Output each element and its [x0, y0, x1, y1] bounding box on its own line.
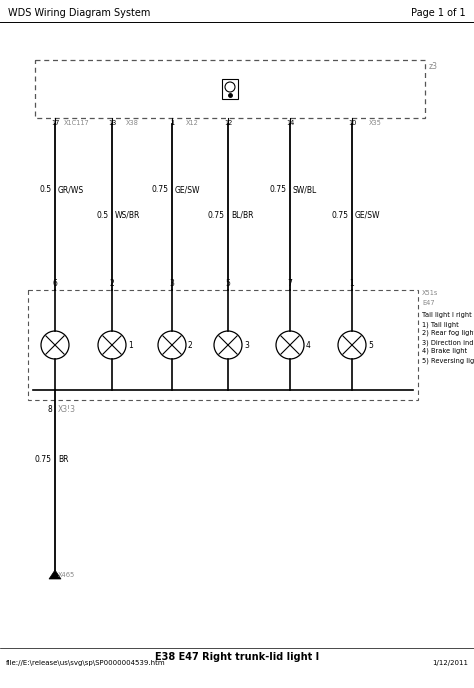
Text: 0.5: 0.5 — [40, 186, 52, 195]
Text: 13: 13 — [108, 120, 116, 126]
Text: 0.75: 0.75 — [332, 211, 349, 219]
Text: 6: 6 — [53, 279, 57, 288]
Text: 3) Direction indicator: 3) Direction indicator — [422, 339, 474, 345]
Text: 5: 5 — [226, 279, 230, 288]
Bar — [35, 60, 425, 118]
Text: 1: 1 — [170, 120, 174, 126]
Text: E38 E47 Right trunk-lid light I: E38 E47 Right trunk-lid light I — [155, 652, 319, 662]
Text: z3: z3 — [429, 62, 438, 71]
Text: Tail light l right: Tail light l right — [422, 312, 472, 318]
Text: 1: 1 — [350, 279, 355, 288]
Text: 14: 14 — [286, 120, 294, 126]
Text: X35: X35 — [369, 120, 382, 126]
Text: 12: 12 — [224, 120, 232, 126]
Text: X3!3: X3!3 — [58, 405, 76, 414]
Text: BR: BR — [58, 455, 69, 464]
Text: 2: 2 — [188, 341, 193, 350]
Text: 1/12/2011: 1/12/2011 — [432, 660, 468, 666]
Text: WDS Wiring Diagram System: WDS Wiring Diagram System — [8, 8, 150, 18]
Text: 5: 5 — [368, 341, 373, 350]
Text: GE/SW: GE/SW — [355, 211, 381, 219]
Bar — [28, 290, 418, 400]
Text: 3: 3 — [170, 279, 174, 288]
Text: file://E:\release\us\svg\sp\SP0000004539.htm: file://E:\release\us\svg\sp\SP0000004539… — [6, 660, 165, 666]
Text: 1: 1 — [128, 341, 133, 350]
Text: 5) Reversing light: 5) Reversing light — [422, 357, 474, 363]
Text: GE/SW: GE/SW — [175, 186, 201, 195]
Text: Page 1 of 1: Page 1 of 1 — [411, 8, 466, 18]
Text: SW/BL: SW/BL — [293, 186, 317, 195]
Text: 0.5: 0.5 — [97, 211, 109, 219]
Text: 0.75: 0.75 — [208, 211, 225, 219]
Text: X1C117: X1C117 — [64, 120, 90, 126]
Text: 2) Rear fog light: 2) Rear fog light — [422, 330, 474, 336]
Text: 2: 2 — [109, 279, 114, 288]
Text: 1) Tail light: 1) Tail light — [422, 321, 459, 327]
Text: BL/BR: BL/BR — [231, 211, 254, 219]
Text: 3: 3 — [244, 341, 249, 350]
Text: GR/WS: GR/WS — [58, 186, 84, 195]
Bar — [222, 79, 238, 99]
Text: 0.75: 0.75 — [270, 186, 287, 195]
Text: WS/BR: WS/BR — [115, 211, 140, 219]
Text: X51s: X51s — [422, 290, 438, 296]
Text: X12: X12 — [185, 120, 199, 126]
Text: 4) Brake light: 4) Brake light — [422, 348, 467, 354]
Text: 0.75: 0.75 — [152, 186, 169, 195]
Text: E47: E47 — [422, 300, 435, 306]
Text: 10: 10 — [348, 120, 356, 126]
Polygon shape — [49, 570, 61, 579]
Text: 8: 8 — [47, 405, 52, 414]
Text: 4: 4 — [306, 341, 311, 350]
Text: 7: 7 — [288, 279, 292, 288]
Text: 17: 17 — [51, 120, 59, 126]
Text: X465: X465 — [58, 572, 75, 578]
Text: X38: X38 — [126, 120, 138, 126]
Text: 0.75: 0.75 — [35, 455, 52, 464]
